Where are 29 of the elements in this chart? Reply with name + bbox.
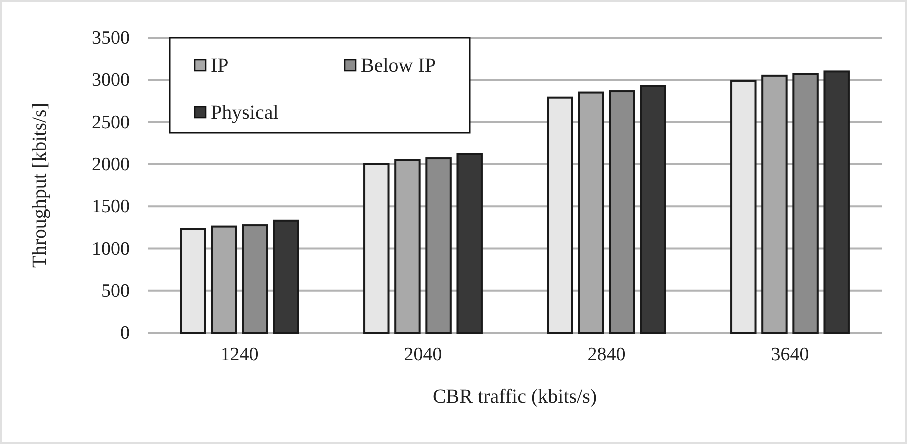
y-tick-label: 2500 <box>92 112 130 134</box>
bar <box>180 228 206 334</box>
legend-label: Below IP <box>361 55 436 77</box>
bar <box>364 163 390 334</box>
bar <box>547 96 574 334</box>
bar <box>426 158 452 334</box>
y-tick-label: 1500 <box>92 196 130 218</box>
bar <box>730 80 757 334</box>
bar <box>792 73 819 334</box>
bar <box>273 220 300 334</box>
bar <box>640 85 666 334</box>
y-tick-label: 3500 <box>92 28 130 50</box>
y-tick-label: 2000 <box>92 154 130 176</box>
y-tick-label: 1000 <box>92 238 130 260</box>
x-tick-label: 2840 <box>588 344 626 366</box>
y-tick-label: 500 <box>102 280 130 302</box>
x-tick-label: 3640 <box>771 344 810 366</box>
legend-label: IP <box>211 55 229 77</box>
x-tick-label: 1240 <box>220 344 259 366</box>
bar <box>609 90 636 334</box>
bar <box>242 224 268 334</box>
x-tick-label: 2040 <box>404 344 442 366</box>
y-axis-title: Throughput [kbits/s] <box>29 103 51 268</box>
bar <box>824 70 850 334</box>
x-axis-title: CBR traffic (kbits/s) <box>432 386 598 408</box>
y-tick-label: 3000 <box>92 70 130 92</box>
bar <box>456 153 483 334</box>
legend-label: Physical <box>211 102 280 124</box>
y-tick-label: 0 <box>120 323 130 344</box>
